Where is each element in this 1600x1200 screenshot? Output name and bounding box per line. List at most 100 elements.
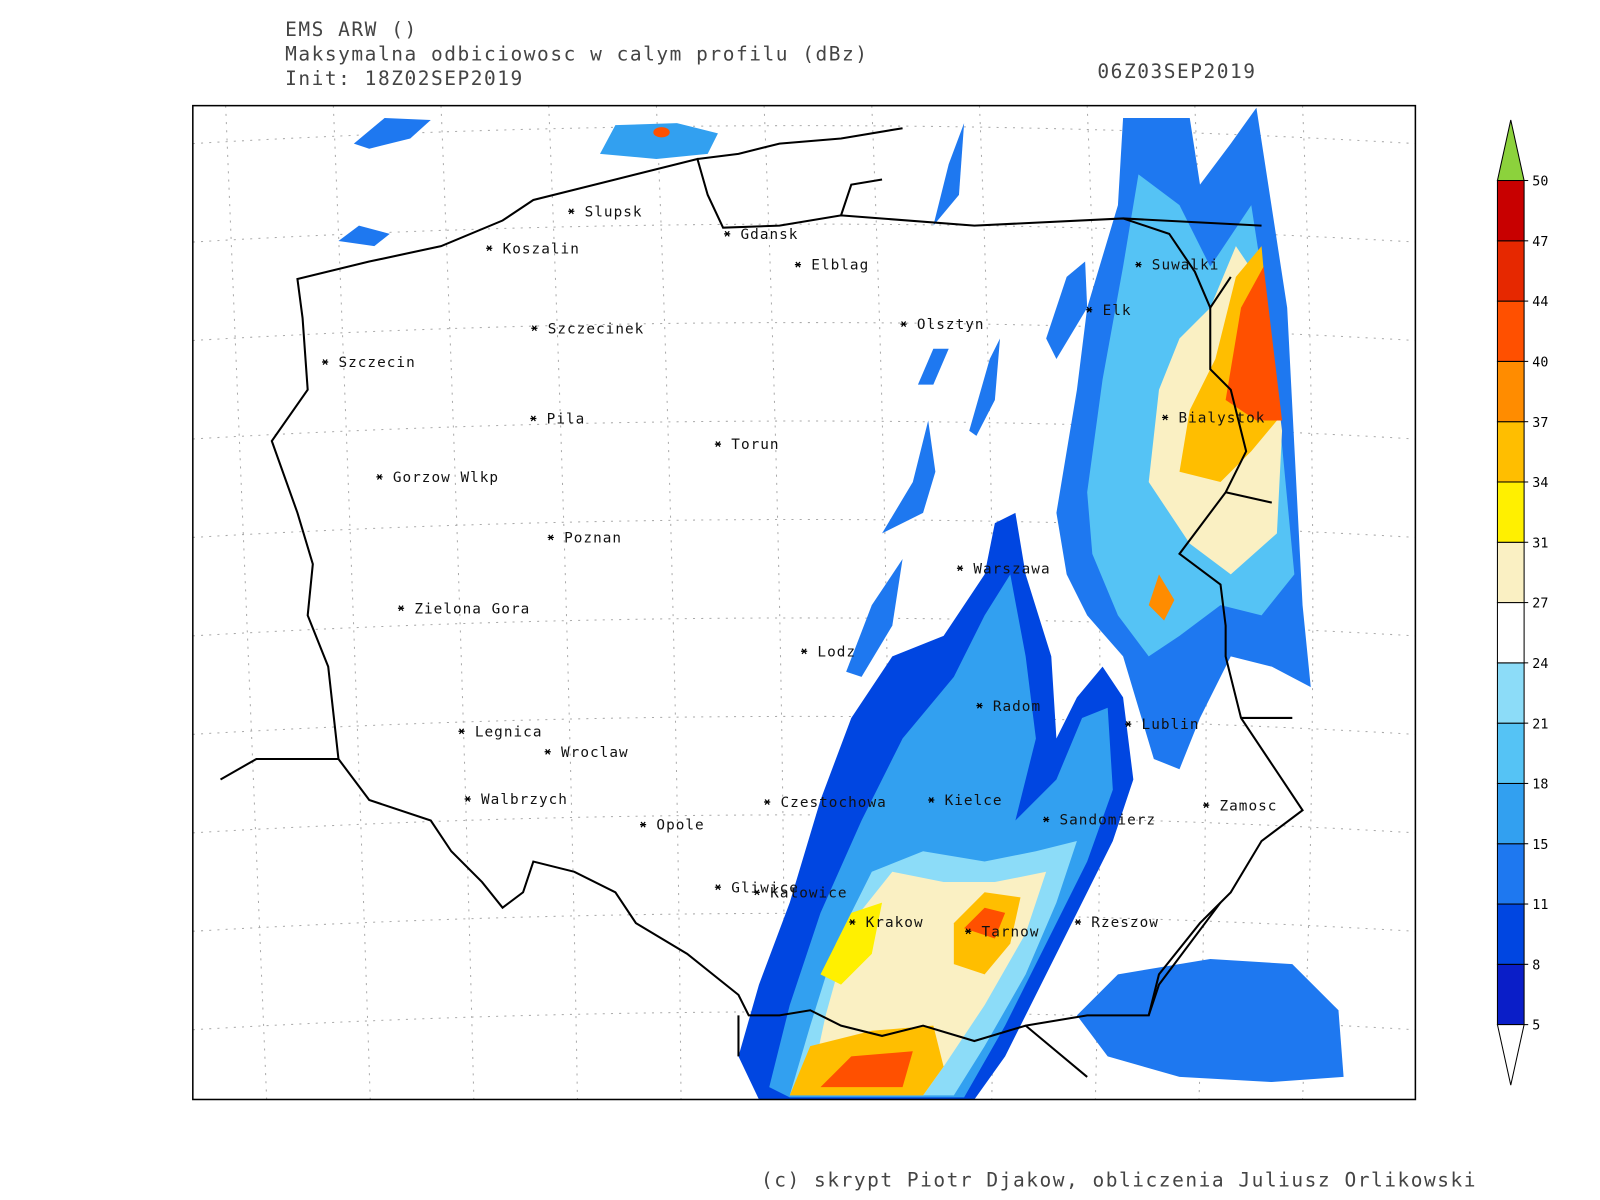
city-marker xyxy=(640,821,647,828)
city-marker xyxy=(849,919,856,925)
city-marker xyxy=(531,325,538,332)
city-label: Radom xyxy=(993,699,1041,715)
colorbar-label: 11 xyxy=(1532,898,1548,913)
echo xyxy=(882,420,936,534)
city-labels: Slupsk Koszalin Gdansk Elblag Szczecinek Olsz… xyxy=(322,204,1277,940)
city-marker xyxy=(965,928,972,935)
colorbar-segment xyxy=(1496,963,1525,1026)
echo xyxy=(653,127,670,138)
city-label: Zielona Gora xyxy=(414,601,530,617)
city-label: Zamosc xyxy=(1219,798,1277,814)
colorbar-segment xyxy=(1496,180,1525,242)
echo xyxy=(353,117,431,149)
model-title: EMS ARW () xyxy=(285,18,418,41)
city-label: Elblag xyxy=(811,258,869,274)
city-marker xyxy=(464,796,471,802)
colorbar-segment xyxy=(1496,240,1525,302)
city-marker xyxy=(976,702,983,709)
city-marker xyxy=(764,799,771,805)
city-label: Wroclaw xyxy=(561,745,629,761)
city-marker xyxy=(530,415,537,422)
echo xyxy=(338,225,390,247)
colorbar-segment xyxy=(1496,903,1525,965)
city-label: Torun xyxy=(731,437,779,453)
city-label: Katowice xyxy=(770,885,847,901)
city-marker xyxy=(794,261,802,268)
city-label: Warszawa xyxy=(973,561,1050,577)
poland-border xyxy=(270,157,1304,1043)
city-label: Gliwice xyxy=(731,880,799,896)
echo xyxy=(600,123,718,159)
echo xyxy=(1225,266,1283,421)
city-label: Kielce xyxy=(945,793,1003,809)
city-label: Poznan xyxy=(564,531,622,547)
colorbar-label: 5 xyxy=(1532,1019,1540,1034)
parallel xyxy=(192,912,1416,932)
city-label: Walbrzych xyxy=(481,792,568,808)
city-label: Suwalki xyxy=(1152,258,1220,274)
colorbar-label: 44 xyxy=(1532,295,1548,310)
city-marker xyxy=(544,748,551,755)
city-marker xyxy=(801,648,808,655)
colorbar: 5 8 11 15 18 21 24 27 31 34 37 40 44 47 50 xyxy=(1496,119,1548,1086)
colorbar-over xyxy=(1496,119,1525,182)
parallel xyxy=(192,715,1416,735)
parallel xyxy=(192,814,1416,834)
city-label: Krakow xyxy=(866,915,924,931)
city-label: Opole xyxy=(656,818,704,834)
colorbar-under xyxy=(1496,1024,1525,1086)
colorbar-label: 31 xyxy=(1532,536,1548,551)
city-marker xyxy=(1043,816,1050,823)
colorbar-label: 18 xyxy=(1532,778,1548,793)
echo xyxy=(969,338,1000,436)
colorbar-label: 40 xyxy=(1532,356,1548,371)
echo xyxy=(820,1051,913,1088)
city-label: Koszalin xyxy=(503,241,580,257)
colorbar-segment xyxy=(1496,602,1525,664)
echo xyxy=(1046,261,1088,359)
city-label: Pila xyxy=(547,412,586,428)
city-marker xyxy=(322,359,329,365)
footer-credit: (c) skrypt Piotr Djakow, obliczenia Juli… xyxy=(761,1169,1477,1192)
colorbar-segment xyxy=(1496,843,1525,905)
borders xyxy=(220,127,1304,1078)
city-marker xyxy=(458,728,465,735)
colorbar-label: 8 xyxy=(1532,958,1540,973)
colorbar-segment xyxy=(1496,541,1525,604)
city-marker xyxy=(1086,306,1093,313)
colorbar-label: 15 xyxy=(1532,838,1548,853)
city-marker xyxy=(1162,414,1169,421)
city-marker xyxy=(1125,721,1132,728)
city-label: Szczecinek xyxy=(548,321,645,337)
city-marker xyxy=(1135,261,1142,268)
city-marker xyxy=(928,797,935,803)
city-marker xyxy=(900,321,907,328)
colorbar-label: 47 xyxy=(1532,235,1548,250)
colorbar-segment xyxy=(1496,481,1525,543)
city-label: Sandomierz xyxy=(1059,813,1156,829)
colorbar-segment xyxy=(1496,421,1525,483)
field-title: Maksymalna odbiciowosc w calym profilu (… xyxy=(285,43,868,66)
city-marker xyxy=(753,889,760,896)
city-label: Bialystok xyxy=(1178,411,1265,427)
city-marker xyxy=(1203,802,1210,809)
colorbar-segment xyxy=(1496,782,1525,845)
city-label: Czestochowa xyxy=(781,795,887,811)
city-label: Gdansk xyxy=(741,227,799,243)
colorbar-label: 34 xyxy=(1532,476,1548,491)
echo xyxy=(964,907,1006,939)
colorbar-label: 37 xyxy=(1532,416,1548,431)
city-marker xyxy=(724,230,731,237)
city-label: Olsztyn xyxy=(917,317,985,333)
echo xyxy=(933,123,965,226)
city-label: Lodz xyxy=(817,644,856,660)
city-label: Elk xyxy=(1103,303,1132,319)
city-marker xyxy=(376,473,383,480)
city-label: Legnica xyxy=(475,724,543,740)
city-marker xyxy=(486,245,493,252)
colorbar-segment xyxy=(1496,722,1525,784)
valid-time: 06Z03SEP2019 xyxy=(1097,60,1256,83)
city-label: Rzeszow xyxy=(1091,915,1159,931)
